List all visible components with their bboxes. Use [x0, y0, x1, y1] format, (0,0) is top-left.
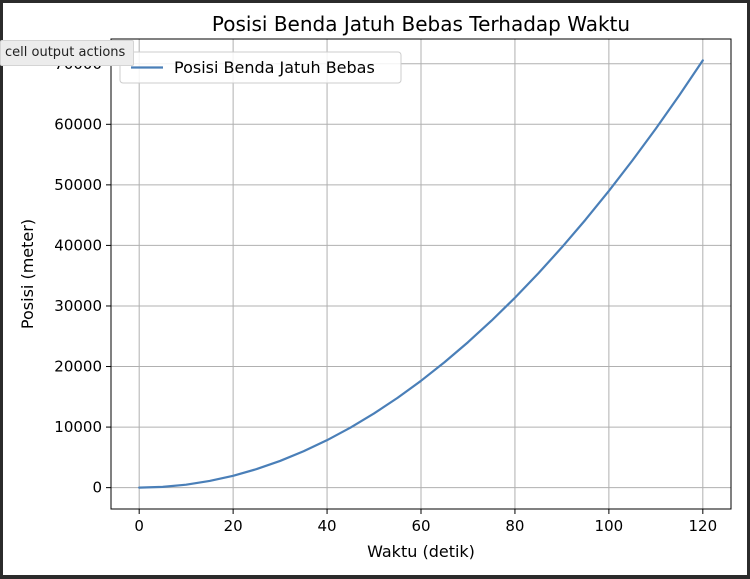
- x-tick-label: 40: [318, 517, 337, 535]
- x-tick-label: 0: [134, 517, 144, 535]
- x-tick-label: 60: [411, 517, 430, 535]
- y-axis-ticks: 010000200003000040000500006000070000: [54, 55, 111, 497]
- grid-lines: [111, 39, 731, 509]
- x-tick-label: 80: [505, 517, 524, 535]
- series-line: [138, 59, 704, 489]
- x-axis-label: Waktu (detik): [367, 542, 475, 561]
- y-tick-label: 50000: [54, 176, 102, 194]
- y-tick-label: 10000: [54, 418, 102, 436]
- y-tick-label: 30000: [54, 297, 102, 315]
- legend-label: Posisi Benda Jatuh Bebas: [174, 58, 375, 77]
- x-tick-label: 20: [224, 517, 243, 535]
- x-tick-label: 100: [595, 517, 624, 535]
- x-axis-ticks: 0 20 40 60 80 100 120: [134, 509, 717, 535]
- legend-box: [119, 51, 402, 84]
- cell-output-actions-tooltip[interactable]: cell output actions: [0, 40, 135, 66]
- y-axis-label: Posisi (meter): [18, 219, 37, 329]
- x-tick-label: 120: [688, 517, 717, 535]
- y-tick-label: 0: [92, 479, 102, 497]
- y-tick-label: 60000: [54, 115, 102, 133]
- y-tick-label: 20000: [54, 358, 102, 376]
- y-tick-label: 40000: [54, 236, 102, 254]
- cell-output: 0 20 40 60 80 100 120 0 10000 20000 30000 40000 500…: [3, 3, 747, 575]
- line-chart: 0 20 40 60 80 100 120 0 10000 20000 30000 40000 500…: [18, 12, 732, 561]
- chart-title: Posisi Benda Jatuh Bebas Terhadap Waktu: [212, 12, 630, 36]
- legend: Posisi Benda Jatuh Bebas: [119, 51, 402, 84]
